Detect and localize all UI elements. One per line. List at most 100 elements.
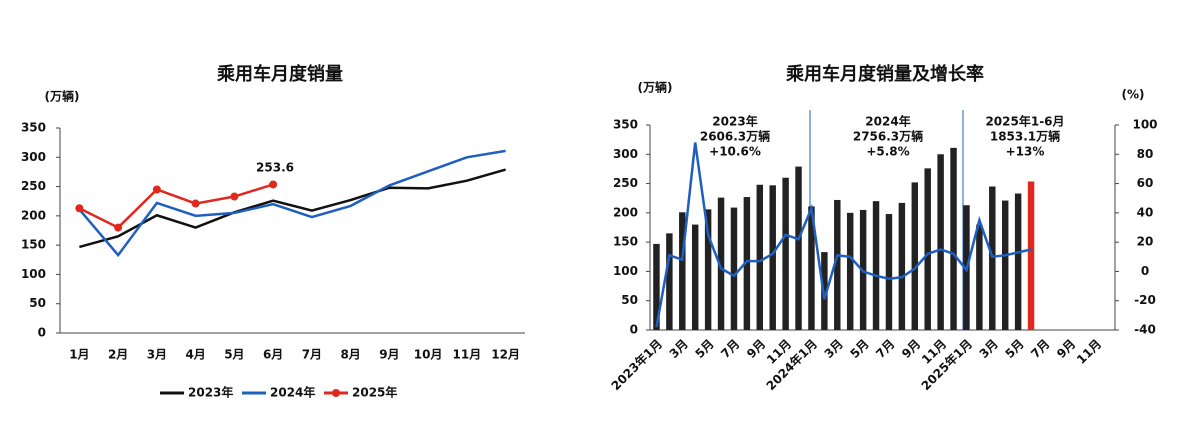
bar: [782, 177, 789, 330]
x-tick-label: 6月: [263, 348, 283, 362]
bar: [950, 147, 957, 330]
y-tick-label: 300: [21, 150, 46, 164]
x-tick-label: 5月: [1002, 337, 1026, 361]
bar: [717, 197, 725, 330]
x-tick-label: 2月: [108, 348, 128, 362]
x-tick-label: 12月: [491, 348, 520, 362]
annotation: 2024年: [865, 114, 910, 129]
x-tick-label: 3月: [977, 337, 1001, 361]
x-tick-label: 1月: [69, 348, 89, 362]
annotation: 2756.3万辆: [853, 129, 923, 144]
line: [79, 168, 506, 249]
legend-marker: [332, 389, 340, 397]
bar: [898, 202, 906, 330]
legend-label: 2025年: [352, 385, 397, 400]
marker: [230, 192, 239, 201]
bar: [730, 207, 738, 330]
x-tick-label: 5月: [224, 348, 244, 362]
y-tick-label: 200: [21, 208, 46, 222]
y2-tick-label: 100: [1132, 118, 1157, 132]
bar: [834, 199, 841, 330]
line: [78, 183, 274, 230]
x-tick-label: 11月: [1074, 337, 1104, 367]
bar: [653, 243, 660, 330]
x-tick-label: 2023年1月: [608, 336, 665, 393]
y-tick-label: 0: [38, 326, 46, 340]
annotation: +13%: [1006, 145, 1045, 159]
y-tick-label: 350: [21, 121, 46, 135]
y-tick-label: 250: [613, 176, 638, 190]
bar: [679, 212, 686, 330]
bar: [1027, 181, 1035, 330]
legend-label: 2024年: [270, 385, 315, 400]
annotation: +10.6%: [709, 145, 761, 159]
y2-tick-label: -40: [1134, 323, 1156, 337]
y-tick-label: 0: [630, 323, 638, 337]
annotation: +5.8%: [866, 145, 909, 159]
bar: [885, 214, 893, 330]
bar: [795, 166, 802, 330]
annotation: 253.6: [256, 161, 294, 175]
x-tick-label: 5月: [692, 337, 716, 361]
y2-tick-label: 0: [1141, 264, 1149, 278]
x-tick-label: 3月: [667, 337, 691, 361]
y2-tick-label: 80: [1137, 147, 1154, 161]
bar: [924, 168, 931, 330]
y-tick-label: 200: [613, 205, 638, 219]
x-tick-label: 8月: [340, 348, 360, 362]
y2-tick-label: -20: [1134, 293, 1156, 307]
marker: [152, 185, 161, 194]
y2-tick-label: 60: [1137, 176, 1154, 190]
y-unit: (万辆): [45, 89, 80, 104]
x-tick-label: 7月: [873, 337, 897, 361]
bar: [666, 233, 673, 330]
x-tick-label: 3月: [822, 337, 846, 361]
y-tick-label: 300: [613, 147, 638, 161]
annotation: 2606.3万辆: [700, 129, 770, 144]
marker: [114, 223, 123, 232]
annotation: 2025年1-6月: [985, 114, 1064, 129]
x-tick-label: 4月: [185, 348, 205, 362]
x-tick-label: 5月: [847, 337, 871, 361]
bar: [808, 206, 815, 330]
chart-title: 乘用车月度销量: [216, 63, 343, 85]
y-tick-label: 150: [613, 235, 638, 249]
bar: [1014, 193, 1022, 330]
bar: [989, 186, 996, 330]
x-tick-label: 7月: [302, 348, 322, 362]
bar: [743, 197, 751, 330]
bar: [1001, 200, 1009, 330]
x-tick-label: 3月: [147, 348, 167, 362]
annotation: 2023年: [712, 114, 757, 129]
y-tick-label: 250: [21, 179, 46, 193]
bar: [704, 209, 712, 330]
y2-tick-label: 20: [1137, 235, 1154, 249]
bar: [691, 224, 699, 330]
marker: [191, 199, 200, 208]
x-tick-label: 9月: [379, 348, 399, 362]
x-tick-label: 7月: [718, 337, 742, 361]
x-tick-label: 10月: [414, 348, 443, 362]
y-tick-label: 350: [613, 118, 638, 132]
x-tick-label: 7月: [1028, 337, 1052, 361]
y-tick-label: 100: [613, 264, 638, 278]
y-tick-label: 100: [21, 267, 46, 281]
line: [78, 149, 506, 258]
y2-unit: (%): [1122, 88, 1145, 102]
annotation: 1853.1万辆: [990, 129, 1060, 144]
legend-label: 2023年: [188, 385, 233, 400]
bar: [872, 201, 880, 330]
y-tick-label: 50: [621, 293, 638, 307]
bar: [846, 212, 854, 330]
chart-title: 乘用车月度销量及增长率: [785, 63, 984, 85]
y-unit: (万辆): [638, 80, 673, 95]
marker: [75, 204, 84, 213]
y-tick-label: 50: [29, 296, 46, 310]
bar: [756, 184, 764, 330]
y-tick-label: 150: [21, 238, 46, 252]
y2-tick-label: 40: [1137, 205, 1154, 219]
bar: [769, 185, 776, 330]
bar: [937, 154, 944, 330]
marker: [269, 180, 278, 189]
